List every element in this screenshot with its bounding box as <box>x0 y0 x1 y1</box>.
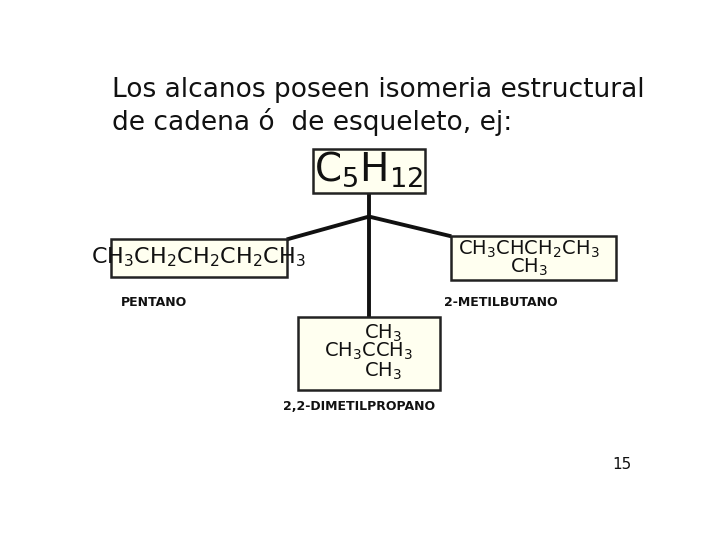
FancyBboxPatch shape <box>451 237 616 280</box>
Text: PENTANO: PENTANO <box>121 295 187 308</box>
Text: $\mathrm{CH_3}$: $\mathrm{CH_3}$ <box>510 256 548 278</box>
Text: 2,2-DIMETILPROPANO: 2,2-DIMETILPROPANO <box>282 400 435 413</box>
Text: 2-METILBUTANO: 2-METILBUTANO <box>444 295 558 308</box>
Text: $\mathrm{CH_3}$: $\mathrm{CH_3}$ <box>364 323 402 345</box>
Text: $\mathrm{CH_3CHCH_2CH_3}$: $\mathrm{CH_3CHCH_2CH_3}$ <box>459 238 600 260</box>
Text: Los alcanos poseen isomeria estructural
de cadena ó  de esqueleto, ej:: Los alcanos poseen isomeria estructural … <box>112 77 645 136</box>
Text: $\mathrm{CH_3CCH_3}$: $\mathrm{CH_3CCH_3}$ <box>324 341 414 362</box>
Text: 15: 15 <box>612 457 631 472</box>
Text: $\mathrm{C_5H_{12}}$: $\mathrm{C_5H_{12}}$ <box>315 149 423 188</box>
Text: $\mathrm{CH_3}$: $\mathrm{CH_3}$ <box>364 361 402 382</box>
FancyBboxPatch shape <box>111 239 287 277</box>
Text: $\mathrm{CH_3CH_2CH_2CH_2CH_3}$: $\mathrm{CH_3CH_2CH_2CH_2CH_3}$ <box>91 245 306 269</box>
FancyBboxPatch shape <box>313 149 425 193</box>
FancyBboxPatch shape <box>298 318 440 390</box>
